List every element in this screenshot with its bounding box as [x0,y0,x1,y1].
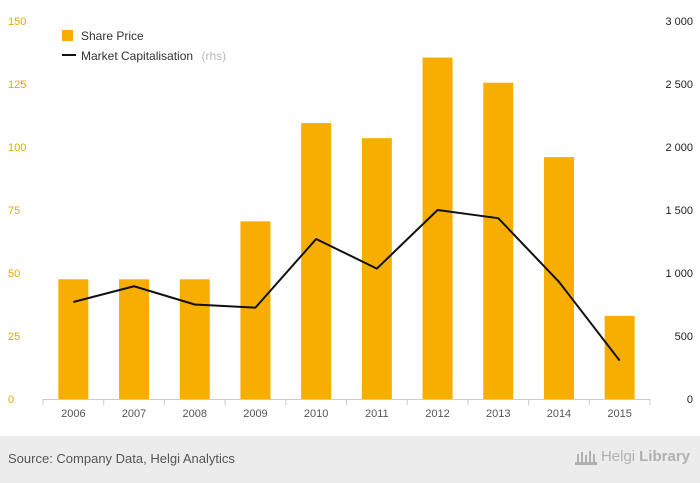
left-axis-tick-label: 25 [8,331,20,343]
chart-canvas: 0 25 50 75 100 125 150 0 500 1 000 1 500 2 000 2 50… [8,16,693,420]
right-axis-tick-label: 1 000 [665,268,693,280]
helgi-library-logo[interactable]: Helgi Library [574,448,690,465]
bar-share-price-2007 [119,279,150,399]
x-axis-tick-label: 2011 [365,408,389,420]
x-axis-tick-label: 2015 [607,408,631,420]
right-axis-tick-label: 500 [675,331,693,343]
right-axis-tick-label: 0 [687,394,693,406]
library-building-icon [574,450,597,465]
left-axis-tick-label: 125 [8,79,26,91]
bar-share-price-2013 [483,82,514,400]
x-axis-tick-label: 2009 [243,408,267,420]
line-market-cap [73,209,621,362]
x-axis-tick-label: 2012 [425,408,449,420]
legend: Share Price Market Capitalisation (rhs) [62,29,226,64]
bar-share-price-2006 [58,279,89,399]
right-axis: 0 500 1 000 1 500 2 000 2 500 3 000 [665,16,693,406]
x-axis-tick-label: 2013 [486,408,510,420]
logo-text-helgi: Helgi [600,448,636,465]
x-axis-tick-label: 2007 [122,408,146,420]
legend-label-market-cap-name: Market Capitalisation [81,49,193,63]
bar-share-price-2009 [240,221,271,399]
logo-text-library: Library [639,448,690,465]
market-cap-line [73,209,621,362]
left-axis-tick-label: 75 [8,205,20,217]
x-axis-tick-label: 2014 [547,408,571,420]
bar-share-price-2010 [301,123,332,399]
source-note: Source: Company Data, Helgi Analytics [8,451,235,466]
right-axis-tick-label: 3 000 [665,16,693,28]
x-axis-tick-label: 2008 [183,408,207,420]
left-axis-tick-label: 50 [8,268,20,280]
share-price-bars [58,57,635,400]
left-axis: 0 25 50 75 100 125 150 [8,16,26,406]
legend-label-share-price: Share Price [81,29,144,43]
right-axis-tick-label: 2 500 [665,79,693,91]
bar-share-price-2015 [604,315,635,399]
x-axis-tick-label: 2006 [61,408,85,420]
left-axis-tick-label: 100 [8,142,26,154]
x-axis-tick-label: 2010 [304,408,328,420]
x-axis: 2006 2007 2008 2009 2010 2011 2012 2013 2014 2015 [42,399,651,420]
bar-share-price-2008 [179,279,210,399]
legend-label-market-cap: Market Capitalisation (rhs) [81,47,226,64]
right-axis-tick-label: 2 000 [665,142,693,154]
right-axis-tick-label: 1 500 [665,205,693,217]
left-axis-tick-label: 0 [8,394,14,406]
bar-share-price-2014 [543,157,574,399]
left-axis-tick-label: 150 [8,16,26,28]
legend-label-market-cap-suffix: (rhs) [202,49,227,63]
legend-swatch-share-price [62,30,73,41]
bar-share-price-2012 [422,57,453,399]
footer: Source: Company Data, Helgi Analytics He… [0,436,700,483]
